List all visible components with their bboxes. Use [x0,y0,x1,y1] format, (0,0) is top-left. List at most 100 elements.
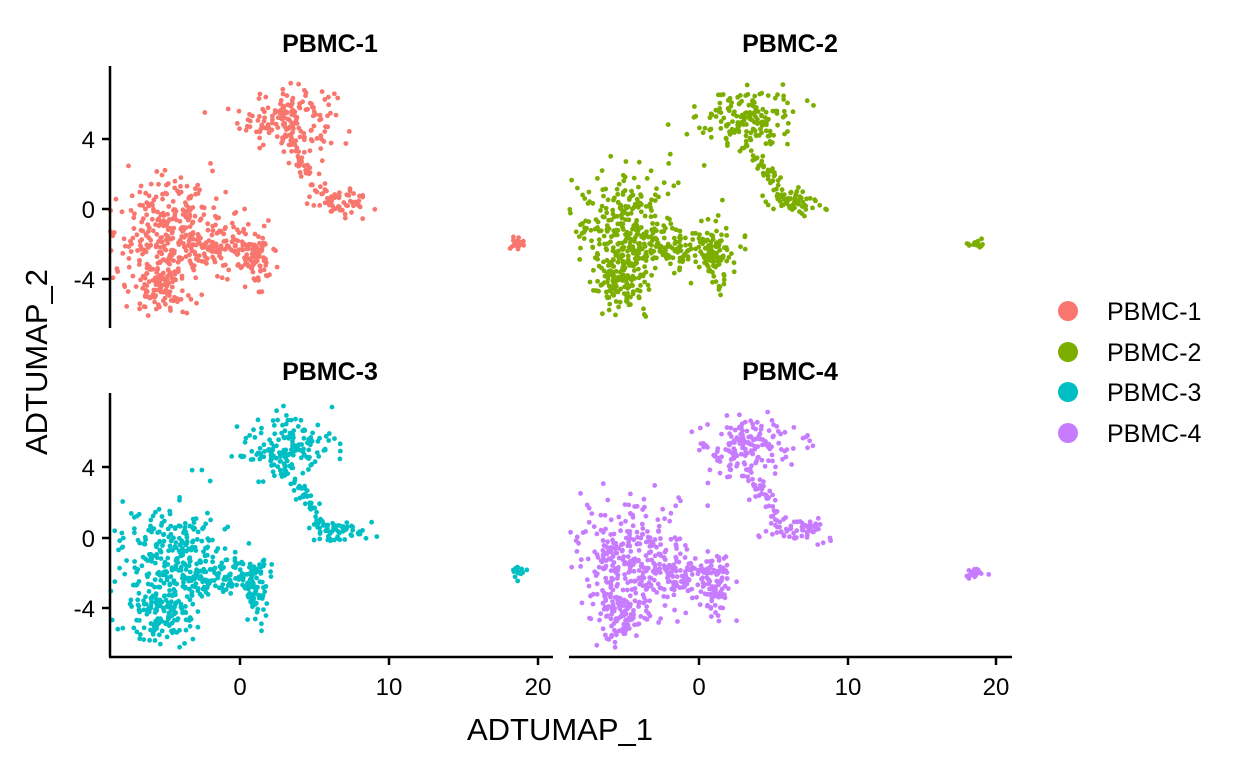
scatter-point [165,227,171,233]
scatter-point [753,132,759,138]
scatter-point [820,540,826,546]
scatter-point [326,94,331,100]
scatter-point [651,248,657,254]
scatter-point [609,270,615,276]
scatter-point [148,552,154,557]
scatter-point [695,582,701,588]
scatter-point [269,120,275,126]
scatter-point [768,521,774,526]
scatter-point [128,249,134,254]
scatter-point [611,292,617,298]
scatter-point [616,555,622,561]
scatter-point [301,135,307,141]
scatter-point [594,642,600,648]
scatter-point [270,418,276,423]
scatter-point [175,188,180,194]
scatter-point [254,575,259,581]
scatter-point [279,140,284,146]
scatter-point [707,127,713,133]
scatter-point [632,276,638,281]
scatter-point [627,263,633,268]
scatter-point [143,594,148,600]
scatter-point [697,447,702,453]
scatter-point [772,108,778,114]
scatter-point [511,567,517,573]
scatter-point [772,95,778,101]
scatter-point [782,113,788,118]
scatter-point [229,454,235,459]
scatter-point [621,554,627,559]
scatter-point [695,571,701,577]
scatter-point [636,275,642,281]
scatter-point [110,275,116,281]
scatter-point [137,189,143,195]
scatter-point [146,279,152,284]
scatter-point [703,258,709,264]
scatter-point [237,126,242,132]
scatter-point [261,267,267,273]
scatter-point [173,540,179,545]
scatter-point [598,208,603,213]
scatter-point [355,530,361,536]
scatter-point [273,455,279,461]
scatter-point [684,581,690,587]
scatter-point [199,467,205,473]
scatter-point [332,206,338,212]
scatter-point [135,597,141,603]
scatter-point [317,112,323,118]
scatter-point [298,455,304,461]
scatter-point [721,281,727,287]
scatter-point [211,205,217,211]
scatter-point [601,233,607,239]
scatter-point [278,101,283,107]
scatter-point [219,275,225,281]
scatter-point [622,174,628,180]
scatter-point [758,126,763,132]
scatter-point [569,177,574,183]
scatter-point [281,435,287,441]
scatter-point [249,448,255,454]
scatter-point [271,246,276,252]
scatter-point [242,439,248,445]
scatter-point [683,235,688,241]
legend-key-pbmc-4 [1058,423,1078,443]
scatter-point [117,565,122,571]
scatter-point [738,114,744,120]
scatter-point [828,538,833,544]
scatter-point [187,576,193,581]
scatter-point [120,625,126,631]
scatter-point [249,242,255,248]
scatter-point [594,531,600,537]
scatter-point [217,564,223,569]
scatter-point [641,306,646,312]
scatter-point [180,545,185,551]
scatter-point [668,510,674,516]
scatter-point [803,434,809,440]
scatter-point [169,230,175,236]
scatter-point [776,440,782,446]
scatter-point [189,593,195,598]
scatter-point [569,564,575,570]
scatter-point [166,592,172,598]
scatter-point [274,264,280,270]
scatter-point [172,566,178,572]
scatter-point [274,443,279,449]
scatter-point [263,256,268,262]
scatter-point [260,142,266,148]
scatter-point [780,456,785,462]
scatter-point [192,213,198,219]
scatter-point [147,526,153,532]
scatter-point [710,258,716,263]
scatter-point [317,203,323,208]
scatter-point [178,601,184,607]
scatter-point [178,175,184,181]
scatter-point [275,125,281,130]
scatter-point [760,170,766,176]
scatter-point [677,585,683,591]
scatter-point [275,417,280,423]
scatter-point [598,228,604,234]
scatter-point [749,463,754,469]
scatter-point [726,255,732,260]
scatter-point [616,628,622,634]
legend: PBMC-1 PBMC-2 PBMC-3 PBMC-4 [1058,298,1202,448]
